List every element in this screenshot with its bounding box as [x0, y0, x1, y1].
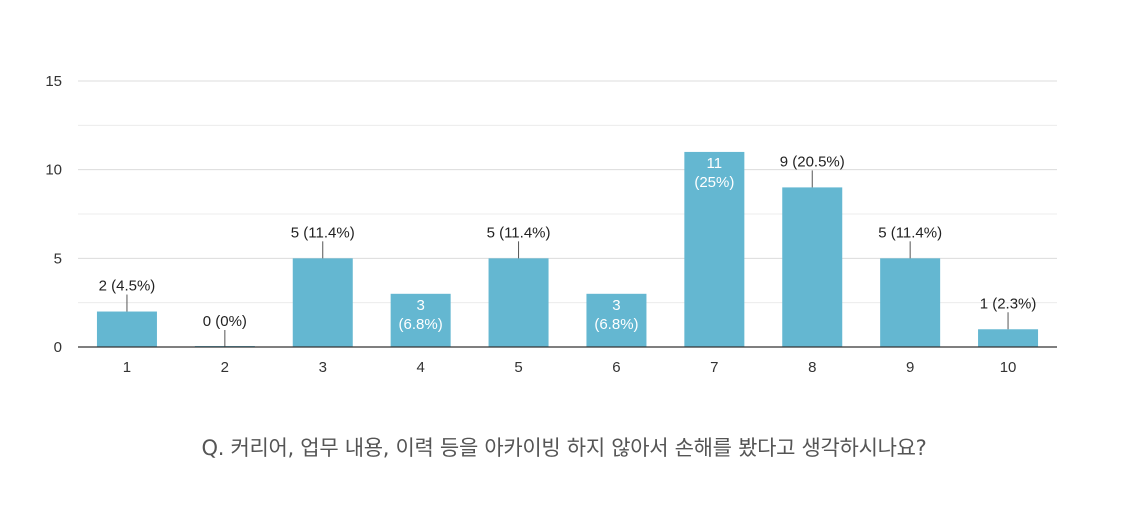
data-label: 9 (20.5%): [780, 153, 845, 170]
data-label: 5 (11.4%): [878, 224, 942, 241]
x-tick-label: 8: [808, 359, 816, 376]
data-label: (6.8%): [399, 316, 443, 333]
bar-6[interactable]: [586, 293, 647, 347]
bar-1[interactable]: [96, 311, 157, 347]
y-tick-label: 10: [45, 162, 62, 179]
x-tick-label: 9: [906, 359, 914, 376]
bar-10[interactable]: [978, 329, 1039, 347]
chart-svg: 0 5 10 15 1 2 (4.5%) 2 0 (0%) 3 5 (11.4%) 4 3 (6.8%)…: [45, 73, 1057, 376]
data-label: 3: [416, 297, 424, 314]
y-tick-label: 0: [54, 339, 62, 356]
data-label: 5 (11.4%): [291, 224, 355, 241]
x-tick-label: 10: [1000, 359, 1017, 376]
y-tick-label: 15: [45, 73, 62, 90]
bar-3[interactable]: [292, 258, 353, 347]
data-label: 5 (11.4%): [487, 224, 551, 241]
x-tick-label: 6: [612, 359, 620, 376]
chart-caption: Q. 커리어, 업무 내용, 이력 등을 아카이빙 하지 않아서 손해를 봤다고…: [201, 436, 927, 460]
x-tick-label: 5: [514, 359, 522, 376]
bar-8[interactable]: [782, 187, 843, 347]
data-label: (6.8%): [594, 316, 638, 333]
bar-5[interactable]: [488, 258, 549, 347]
x-tick-label: 3: [319, 359, 327, 376]
x-tick-label: 1: [123, 359, 131, 376]
data-label: 1 (2.3%): [980, 295, 1037, 312]
data-label: (25%): [694, 174, 734, 191]
data-label: 0 (0%): [203, 313, 247, 330]
x-tick-label: 7: [710, 359, 718, 376]
bar-4[interactable]: [390, 293, 451, 347]
data-label: 2 (4.5%): [99, 278, 156, 295]
bar-9[interactable]: [880, 258, 941, 347]
y-tick-label: 5: [54, 250, 62, 267]
bar-chart: 0 5 10 15 1 2 (4.5%) 2 0 (0%) 3 5 (11.4%) 4 3 (6.8%)…: [45, 73, 1057, 376]
data-label: 3: [612, 297, 620, 314]
bar-7[interactable]: [684, 151, 745, 347]
data-label: 11: [707, 155, 723, 172]
x-tick-label: 4: [416, 359, 424, 376]
x-tick-label: 2: [221, 359, 229, 376]
